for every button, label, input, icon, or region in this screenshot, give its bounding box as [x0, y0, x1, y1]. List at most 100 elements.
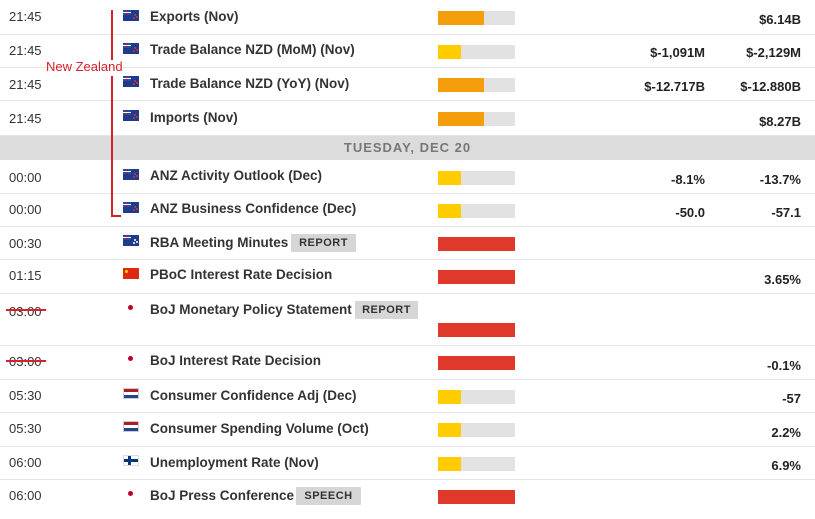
event-name[interactable]: Consumer Confidence Adj (Dec): [150, 388, 357, 403]
report-badge[interactable]: REPORT: [291, 234, 356, 252]
impact-fill: [438, 457, 462, 471]
nz-flag-icon: [123, 110, 139, 121]
impact-fill: [438, 171, 462, 185]
event-time: 05:30: [9, 421, 42, 436]
previous-value: $6.14B: [759, 12, 801, 27]
impact-bar: [438, 457, 515, 471]
jp-flag-icon: [123, 302, 139, 313]
impact-fill: [438, 11, 485, 25]
event-name[interactable]: BoJ Press Conference: [150, 488, 295, 503]
impact-bar: [438, 78, 515, 92]
annotation-bracket-bottom: [111, 76, 113, 216]
impact-bar: [438, 270, 515, 284]
event-name[interactable]: BoJ Interest Rate Decision: [150, 353, 322, 368]
previous-value: 6.9%: [771, 458, 801, 473]
fi-flag-icon: [123, 455, 139, 466]
au-flag-icon: [123, 235, 139, 246]
event-name[interactable]: PBoC Interest Rate Decision: [150, 267, 333, 282]
event-time: 21:45: [9, 77, 42, 92]
nl-flag-icon: [123, 421, 139, 432]
event-row[interactable]: 00:00 ANZ Activity Outlook (Dec) -8.1% -…: [0, 160, 815, 194]
event-name[interactable]: Imports (Nov): [150, 110, 238, 125]
event-row[interactable]: 21:45 Trade Balance NZD (MoM) (Nov) $-1,…: [0, 35, 815, 68]
event-time: 03:00: [9, 304, 42, 319]
impact-fill: [438, 204, 462, 218]
impact-fill: [438, 45, 462, 59]
nz-flag-icon: [123, 10, 139, 21]
impact-bar: [438, 490, 515, 504]
impact-bar: [438, 204, 515, 218]
event-row[interactable]: 01:15 PBoC Interest Rate Decision 3.65%: [0, 260, 815, 294]
impact-fill: [438, 423, 462, 437]
event-row[interactable]: 03:00 BoJ Interest Rate Decision -0.1%: [0, 346, 815, 380]
event-name[interactable]: RBA Meeting Minutes: [150, 235, 289, 250]
nz-flag-icon: [123, 202, 139, 213]
event-row[interactable]: 00:00 ANZ Business Confidence (Dec) -50.…: [0, 194, 815, 227]
nz-flag-icon: [123, 169, 139, 180]
event-name[interactable]: ANZ Activity Outlook (Dec): [150, 168, 323, 183]
event-name[interactable]: Consumer Spending Volume (Oct): [150, 421, 369, 436]
impact-fill: [438, 237, 515, 251]
impact-bar: [438, 323, 515, 337]
event-time: 21:45: [9, 111, 42, 126]
previous-value: $-12.880B: [740, 79, 801, 94]
previous-value: 3.65%: [764, 272, 801, 287]
jp-flag-icon: [123, 488, 139, 499]
event-time: 06:00: [9, 488, 42, 503]
event-row[interactable]: 03:00 BoJ Monetary Policy Statement REPO…: [0, 294, 815, 346]
forecast-value: -50.0: [675, 205, 705, 220]
nl-flag-icon: [123, 388, 139, 399]
annotation-bracket-top: [111, 10, 113, 60]
event-row[interactable]: 05:30 Consumer Confidence Adj (Dec) -57: [0, 380, 815, 413]
previous-value: 2.2%: [771, 425, 801, 440]
event-row[interactable]: 21:45 Exports (Nov) $6.14B: [0, 0, 815, 35]
forecast-value: -8.1%: [671, 172, 705, 187]
event-name[interactable]: ANZ Business Confidence (Dec): [150, 201, 357, 216]
nz-flag-icon: [123, 43, 139, 54]
event-row[interactable]: 05:30 Consumer Spending Volume (Oct) 2.2…: [0, 413, 815, 447]
impact-bar: [438, 423, 515, 437]
event-row[interactable]: 06:00 BoJ Press Conference SPEECH: [0, 480, 815, 519]
impact-bar: [438, 11, 515, 25]
impact-bar: [438, 171, 515, 185]
event-row[interactable]: 06:00 Unemployment Rate (Nov) 6.9%: [0, 447, 815, 480]
time-strikethrough: [6, 360, 46, 362]
event-row[interactable]: 00:30 RBA Meeting Minutes REPORT: [0, 227, 815, 260]
event-time: 06:00: [9, 455, 42, 470]
impact-fill: [438, 390, 462, 404]
impact-fill: [438, 356, 515, 370]
event-time: 21:45: [9, 43, 42, 58]
forecast-value: $-1,091M: [650, 45, 705, 60]
previous-value: -57.1: [771, 205, 801, 220]
impact-fill: [438, 323, 515, 337]
cn-flag-icon: [123, 268, 139, 279]
impact-bar: [438, 45, 515, 59]
event-row[interactable]: 21:45 Imports (Nov) $8.27B: [0, 101, 815, 136]
impact-fill: [438, 78, 485, 92]
impact-bar: [438, 237, 515, 251]
annotation-label: New Zealand: [46, 59, 123, 74]
event-name[interactable]: BoJ Monetary Policy Statement: [150, 302, 352, 317]
event-row[interactable]: 21:45 Trade Balance NZD (YoY) (Nov) $-12…: [0, 68, 815, 101]
event-name[interactable]: Trade Balance NZD (YoY) (Nov): [150, 76, 350, 91]
forecast-value: $-12.717B: [644, 79, 705, 94]
previous-value: -57: [782, 391, 801, 406]
event-name[interactable]: Trade Balance NZD (MoM) (Nov): [150, 42, 355, 57]
event-time: 21:45: [9, 9, 42, 24]
previous-value: -13.7%: [759, 172, 801, 187]
event-time: 01:15: [9, 268, 42, 283]
jp-flag-icon: [123, 353, 139, 364]
previous-value: $-2,129M: [746, 45, 801, 60]
time-strikethrough: [6, 309, 46, 311]
report-badge[interactable]: REPORT: [355, 301, 418, 319]
impact-fill: [438, 112, 485, 126]
impact-fill: [438, 270, 515, 284]
speech-badge[interactable]: SPEECH: [296, 487, 361, 505]
previous-value: -0.1%: [767, 358, 801, 373]
event-name[interactable]: Unemployment Rate (Nov): [150, 455, 319, 470]
event-time: 00:00: [9, 170, 42, 185]
impact-bar: [438, 356, 515, 370]
event-name[interactable]: Exports (Nov): [150, 9, 239, 24]
event-time: 00:00: [9, 202, 42, 217]
